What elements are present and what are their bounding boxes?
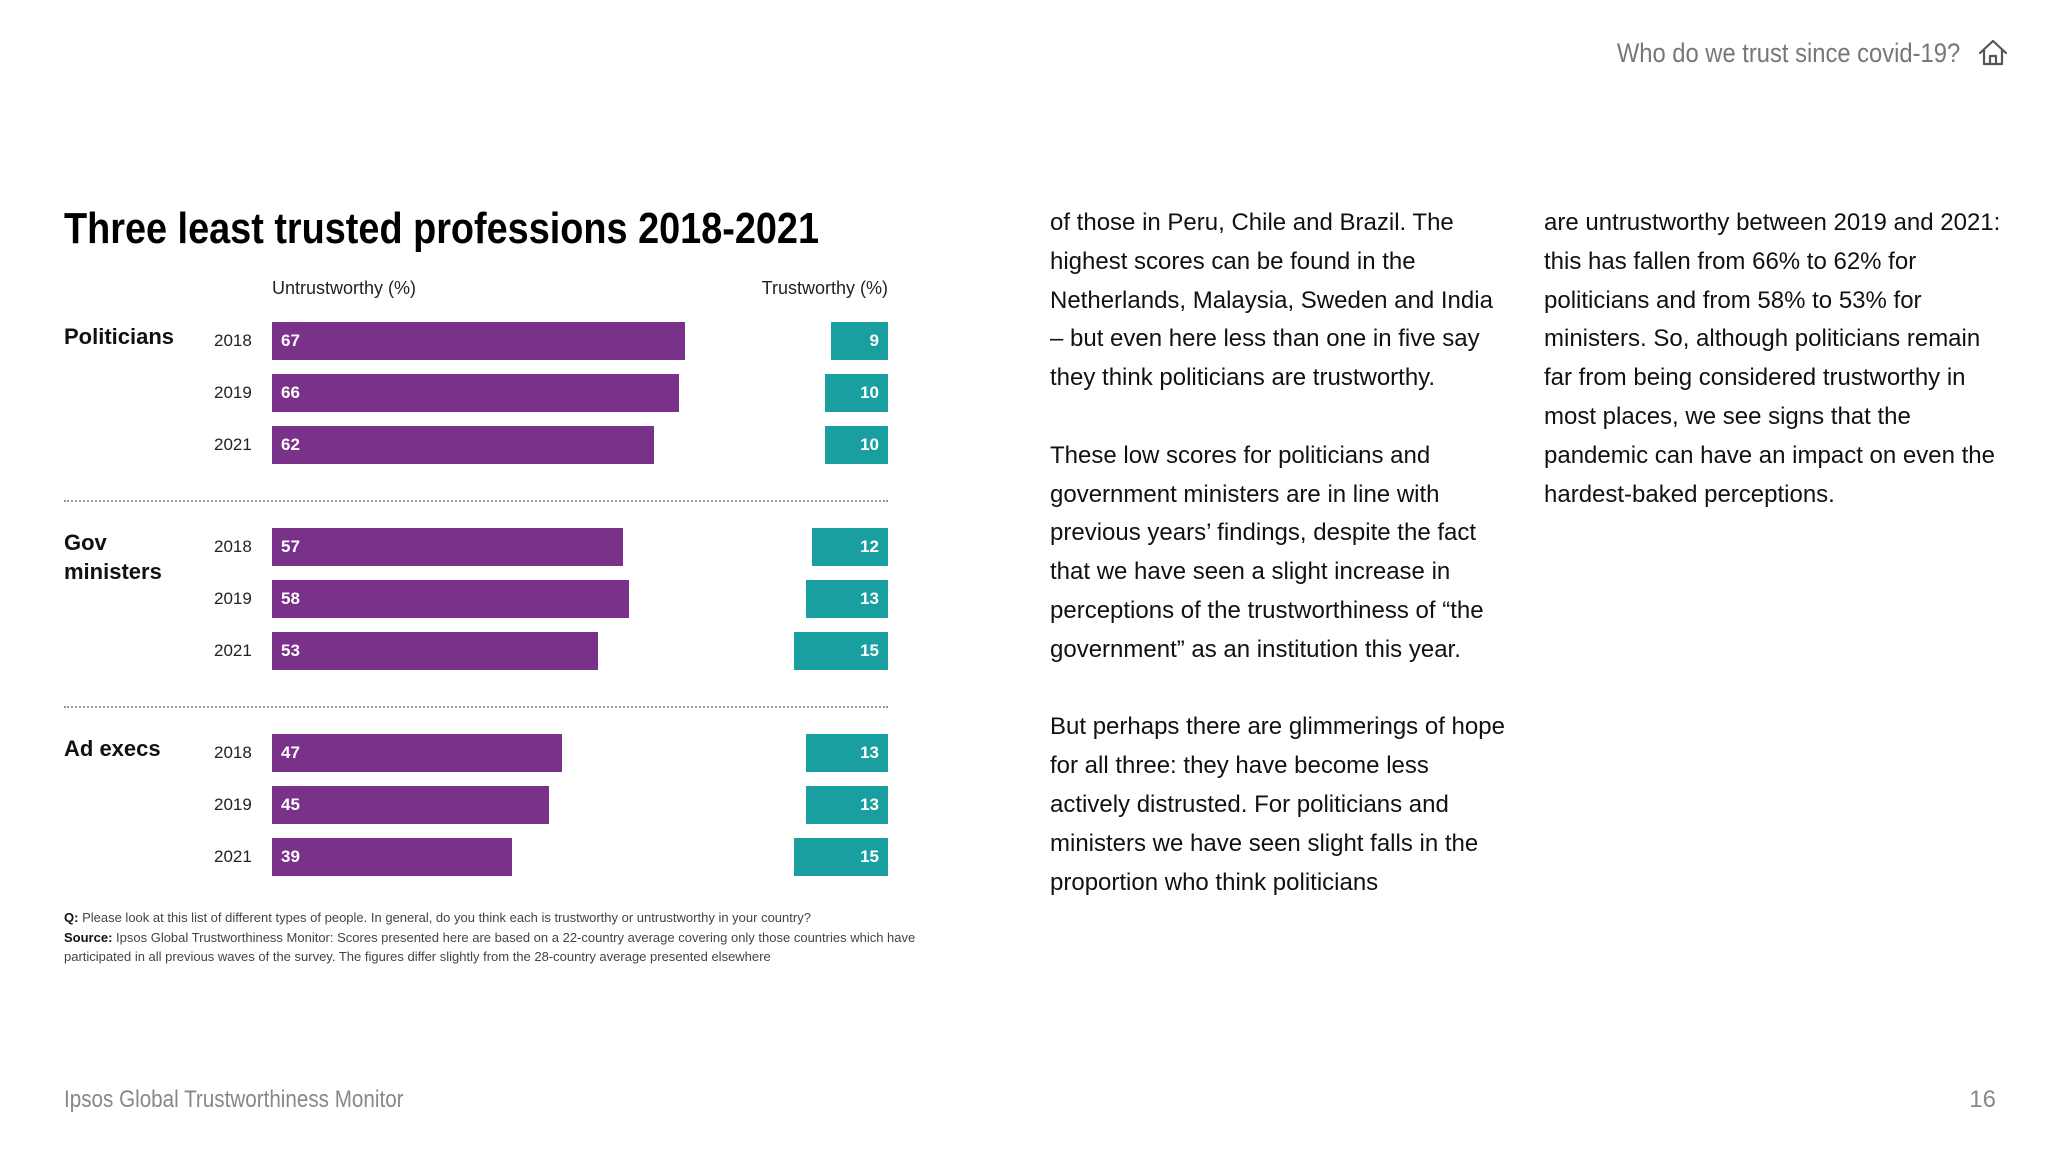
header-title: Who do we trust since covid-19?	[1616, 37, 1960, 68]
paragraph: But perhaps there are glimmerings of hop…	[1050, 713, 1505, 896]
year-label: 2018	[214, 331, 252, 350]
body-text-column-1: of those in Peru, Chile and Brazil. The …	[1050, 204, 1510, 941]
year-label: 2021	[214, 847, 252, 866]
paragraph: These low scores for politicians and gov…	[1050, 441, 1484, 663]
home-icon[interactable]	[1976, 36, 2010, 70]
page-header: Who do we trust since covid-19?	[1570, 36, 2010, 70]
year-label: 2019	[214, 795, 252, 814]
year-label: 2018	[214, 743, 252, 762]
body-text-column-2: are untrustworthy between 2019 and 2021:…	[1544, 204, 2014, 553]
bar-trustworthy: 12	[812, 528, 888, 566]
question-label: Q:	[64, 910, 79, 925]
footer-publication: Ipsos Global Trustworthiness Monitor	[64, 1086, 404, 1113]
page-number: 16	[1969, 1086, 1996, 1113]
bar-untrustworthy: 57	[272, 528, 624, 566]
bar-untrustworthy: 53	[272, 632, 599, 670]
legend-trustworthy: Trustworthy (%)	[761, 278, 888, 298]
bar-untrustworthy: 47	[272, 734, 562, 772]
bar-untrustworthy: 45	[272, 786, 550, 824]
bar-trustworthy: 13	[806, 734, 888, 772]
year-label: 2019	[214, 589, 252, 608]
bar-trustworthy: 13	[806, 580, 888, 618]
bar-untrustworthy: 67	[272, 322, 685, 360]
bar-trustworthy: 15	[793, 632, 888, 670]
chart-title: Three least trusted professions 2018-202…	[64, 204, 820, 253]
group-label: Politicians	[64, 324, 175, 349]
source-label: Source:	[64, 929, 113, 945]
group-divider	[64, 706, 888, 708]
chart-notes: Q: Please look at this list of different…	[64, 908, 924, 967]
group-label: Ad execs	[64, 736, 161, 761]
bar-untrustworthy: 62	[272, 426, 654, 464]
year-label: 2021	[214, 435, 252, 454]
question-text: Please look at this list of different ty…	[78, 910, 811, 925]
bar-untrustworthy: 66	[272, 374, 679, 412]
paragraph: of those in Peru, Chile and Brazil. The …	[1050, 209, 1493, 392]
group-divider	[64, 500, 888, 502]
bar-trustworthy: 13	[806, 786, 888, 824]
year-label: 2019	[214, 383, 252, 402]
paragraph: are untrustworthy between 2019 and 2021:…	[1544, 209, 2001, 508]
year-label: 2018	[214, 537, 252, 556]
source-text: Ipsos Global Trustworthiness Monitor: Sc…	[64, 929, 916, 965]
bar-untrustworthy: 39	[272, 838, 513, 876]
bar-trustworthy: 15	[793, 838, 888, 876]
legend-untrustworthy: Untrustworthy (%)	[272, 278, 417, 298]
bar-trustworthy: 10	[825, 426, 888, 464]
year-label: 2021	[214, 641, 252, 660]
bar-untrustworthy: 58	[272, 580, 630, 618]
bar-trustworthy: 10	[825, 374, 888, 412]
bar-trustworthy: 9	[831, 322, 888, 360]
group-label: Gov ministers	[64, 530, 162, 584]
